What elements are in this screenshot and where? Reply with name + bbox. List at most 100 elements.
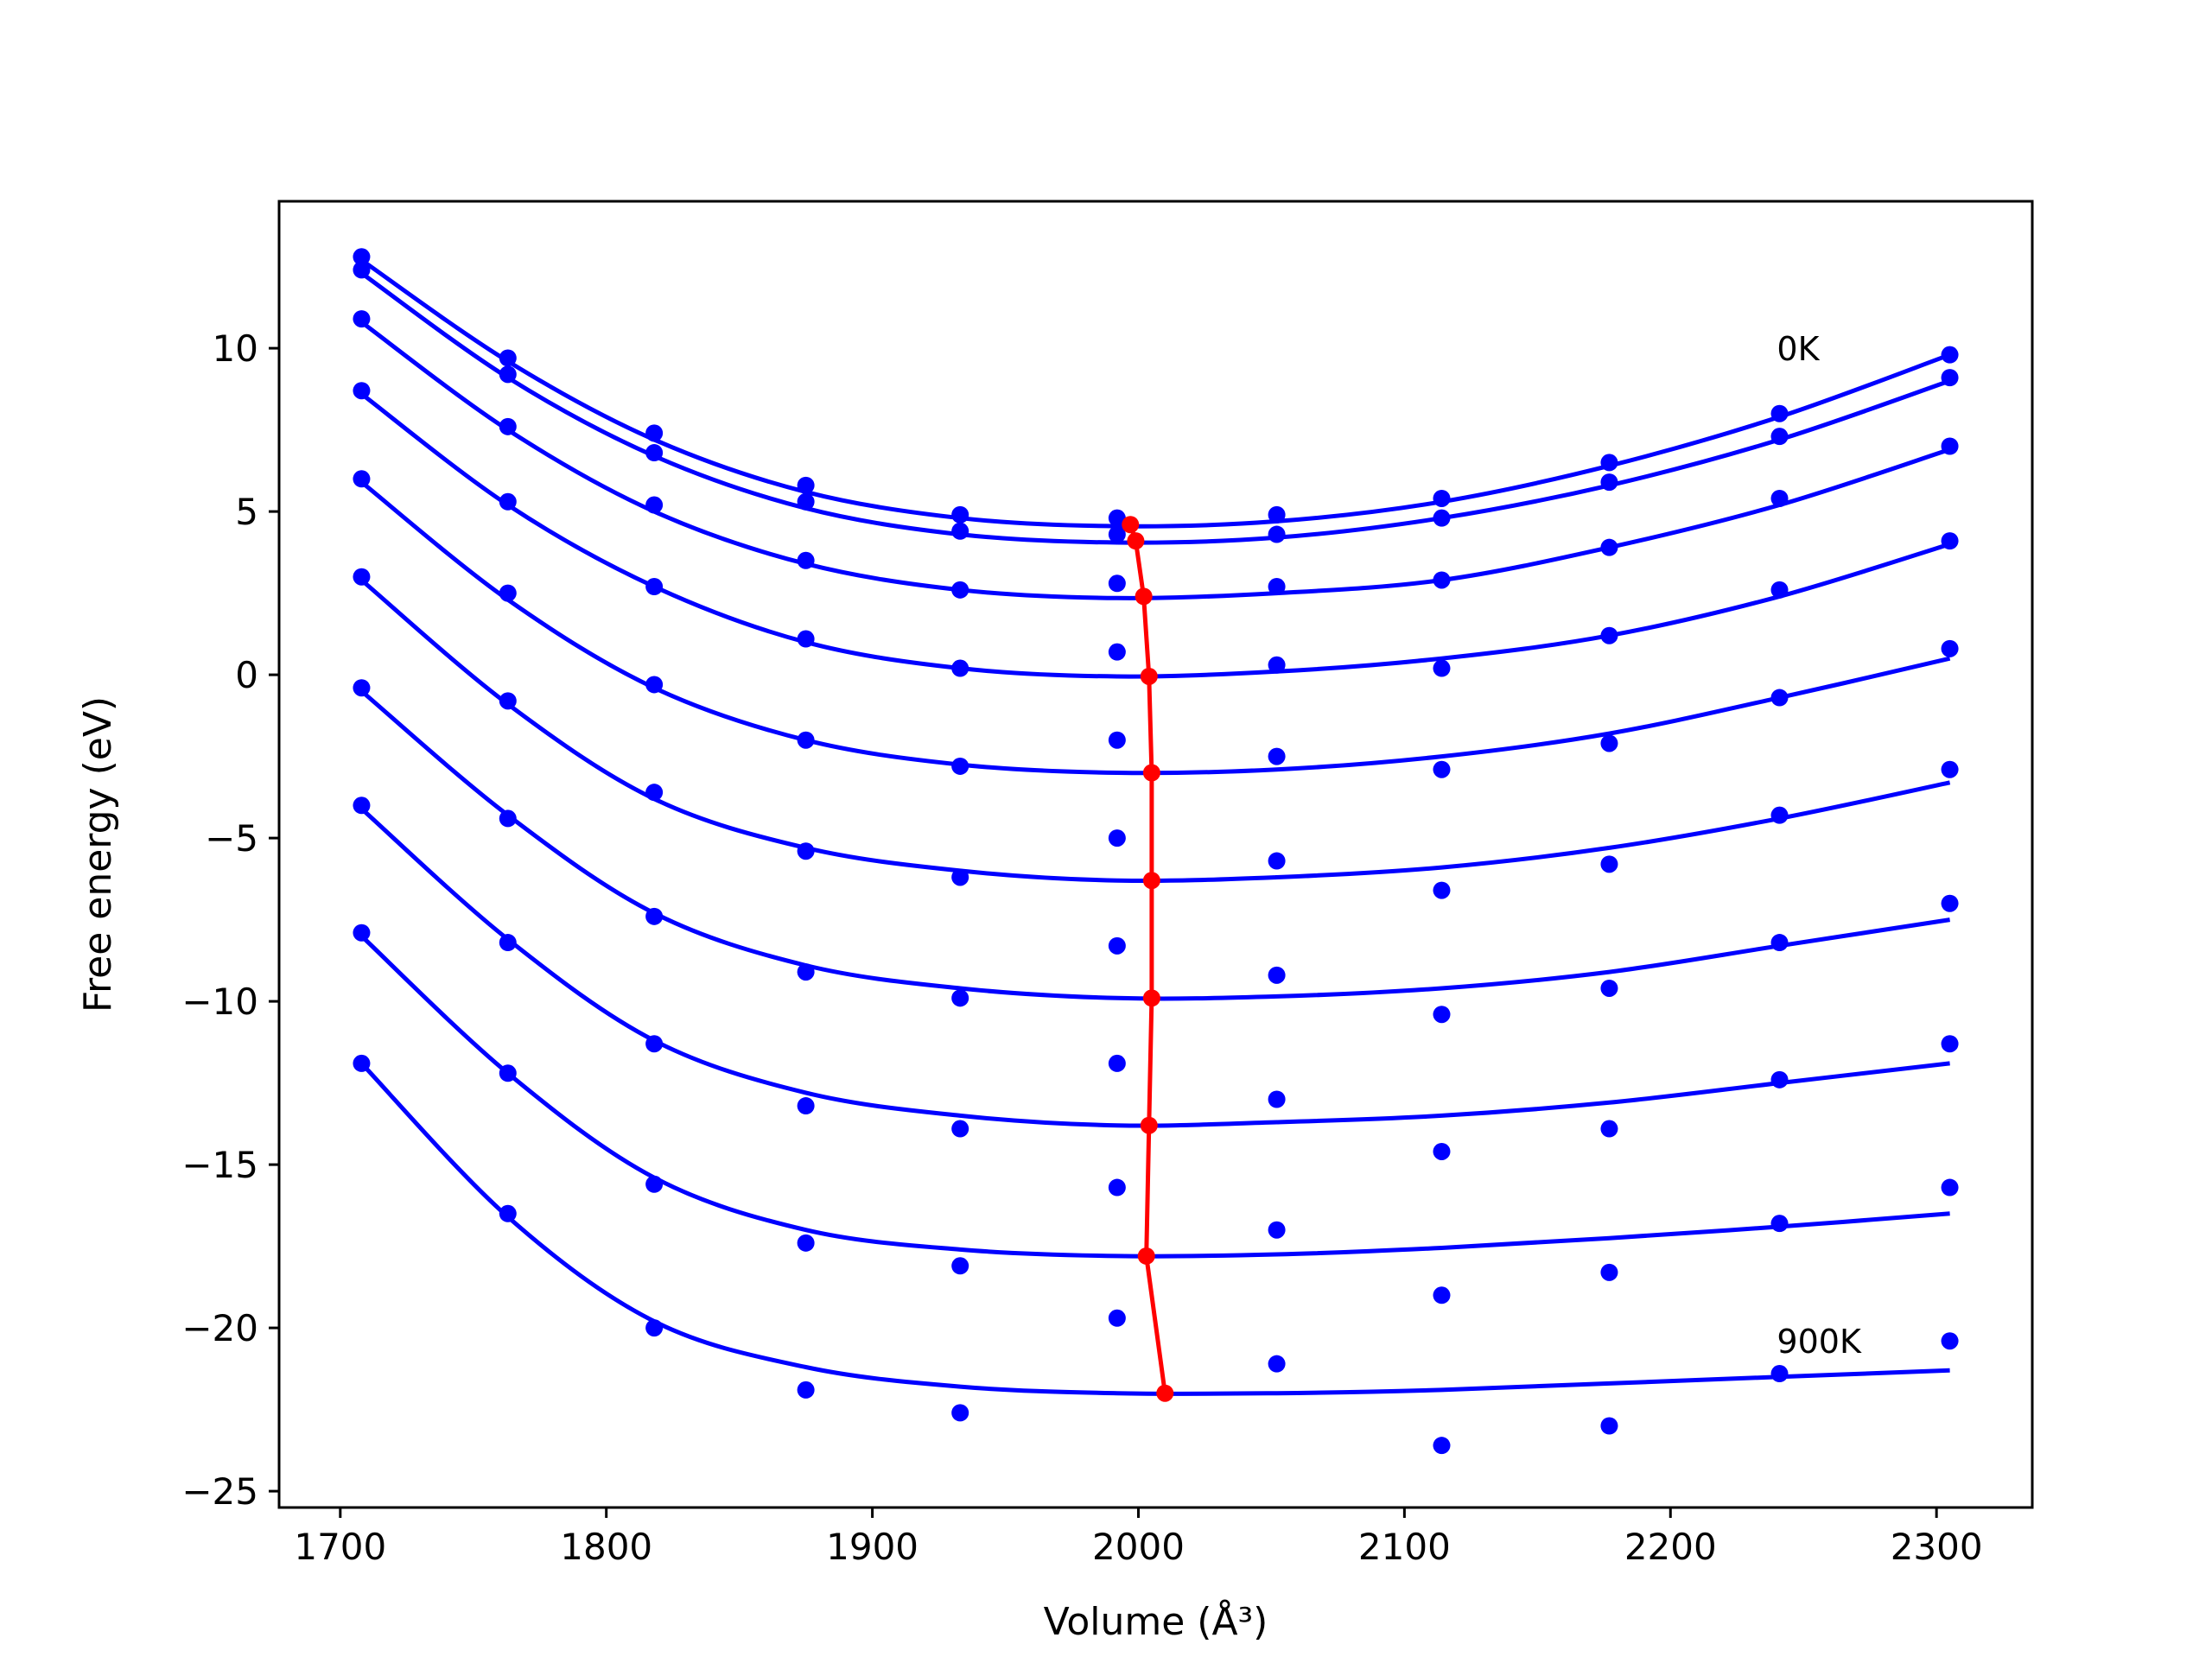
data-point-1-5 [1108,525,1126,543]
data-point-9-7 [1433,1437,1451,1455]
data-point-5-10 [1941,760,1959,778]
data-point-1-1 [499,365,517,384]
data-point-1-7 [1433,509,1451,527]
equilibrium-point-0 [1122,516,1140,534]
data-point-2-6 [1268,578,1286,596]
data-point-2-8 [1600,538,1618,556]
x-tick-label-1800: 1800 [560,1526,652,1568]
y-tick-label--5: −5 [205,817,258,860]
data-point-3-3 [797,630,815,648]
data-point-3-5 [1108,643,1126,661]
equilibrium-point-9 [1156,1384,1174,1402]
data-point-2-1 [499,417,517,435]
data-point-4-6 [1268,747,1286,765]
data-point-4-4 [951,757,969,775]
data-point-8-0 [353,924,371,942]
equilibrium-point-6 [1142,989,1160,1007]
data-point-4-1 [499,584,517,602]
data-point-3-7 [1433,659,1451,677]
data-point-3-2 [645,578,664,596]
data-point-4-2 [645,676,664,694]
data-point-5-7 [1433,881,1451,899]
data-point-2-5 [1108,574,1126,593]
plot-frame [277,200,2034,1509]
data-point-9-4 [951,1404,969,1422]
data-point-3-0 [353,382,371,400]
equilibrium-group [1122,516,1174,1402]
data-point-0-10 [1941,346,1959,364]
fit-curve-5 [359,578,1951,884]
data-point-2-7 [1433,571,1451,589]
data-point-3-4 [951,659,969,677]
data-point-2-4 [951,581,969,599]
x-axis-label: Volume (Å³) [1044,1598,1268,1644]
equilibrium-point-2 [1135,587,1153,606]
data-point-7-2 [645,1035,664,1053]
data-point-8-9 [1770,1215,1789,1233]
fit-curve-8 [359,934,1950,1259]
data-point-0-2 [645,424,664,442]
data-point-0-9 [1770,404,1789,422]
data-point-0-6 [1268,505,1286,524]
data-point-8-3 [797,1234,815,1252]
data-point-8-2 [645,1175,664,1193]
data-point-1-4 [951,522,969,540]
data-point-4-5 [1108,731,1126,749]
data-point-3-6 [1268,656,1286,674]
equilibrium-point-5 [1142,872,1160,890]
data-point-4-0 [353,470,371,488]
data-point-9-9 [1770,1365,1789,1383]
data-point-1-2 [645,444,664,462]
data-point-9-2 [645,1319,664,1337]
data-point-1-10 [1941,369,1959,387]
data-point-6-5 [1108,936,1126,955]
data-point-7-10 [1941,1035,1959,1053]
y-tick-label--20: −20 [181,1307,258,1349]
data-point-6-9 [1770,934,1789,952]
equilibrium-point-3 [1140,667,1158,685]
data-point-2-0 [353,310,371,328]
x-tick-label-2200: 2200 [1624,1526,1717,1568]
data-point-6-1 [499,809,517,828]
fit-curve-1 [359,271,1951,545]
data-point-7-9 [1770,1070,1789,1089]
data-point-3-9 [1770,581,1789,599]
y-tick-label--25: −25 [181,1470,258,1513]
x-tick-label-1700: 1700 [294,1526,386,1568]
data-point-6-3 [797,963,815,981]
equilibrium-point-8 [1137,1247,1155,1265]
data-point-1-8 [1600,473,1618,492]
data-point-3-10 [1941,532,1959,550]
data-point-0-7 [1433,489,1451,507]
data-point-6-2 [645,907,664,925]
data-point-5-9 [1770,806,1789,824]
y-tick-label-5: 5 [235,491,258,533]
fit-curve-3 [359,392,1951,679]
equilibrium-point-1 [1127,532,1145,550]
data-point-1-9 [1770,428,1789,446]
data-point-4-9 [1770,689,1789,707]
data-point-4-8 [1600,734,1618,752]
series-group [353,248,1959,1455]
data-point-9-0 [353,1054,371,1072]
data-point-9-10 [1941,1332,1959,1350]
equilibrium-point-7 [1140,1116,1158,1134]
data-point-0-5 [1108,509,1126,527]
annotation-900k: 900K [1777,1323,1862,1361]
axes-group: 1700 1800 1900 2000 2100 2200 2300 −25 −20 −15 −10… [181,200,2034,1568]
data-point-8-6 [1268,1221,1286,1239]
y-tick-label-10: 10 [213,327,258,370]
labels-group: Volume (Å³) Free energy (eV) 0K 900K [76,330,1862,1644]
data-point-9-5 [1108,1309,1126,1327]
data-point-8-8 [1600,1263,1618,1281]
data-point-6-0 [353,679,371,697]
fit-curve-2 [359,320,1951,600]
data-point-5-2 [645,784,664,802]
equilibrium-line [1128,524,1167,1394]
data-point-1-0 [353,261,371,279]
data-point-6-4 [951,989,969,1007]
fit-curve-9 [359,1062,1950,1396]
x-tick-label-2100: 2100 [1358,1526,1451,1568]
